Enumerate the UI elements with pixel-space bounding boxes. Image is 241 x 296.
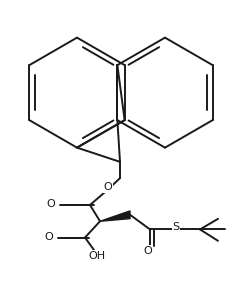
Text: O: O [143, 246, 152, 256]
Text: O: O [45, 232, 53, 242]
Text: O: O [104, 182, 113, 192]
Text: OH: OH [89, 251, 106, 261]
Text: S: S [173, 223, 180, 232]
Polygon shape [100, 211, 130, 221]
Text: O: O [47, 199, 55, 209]
